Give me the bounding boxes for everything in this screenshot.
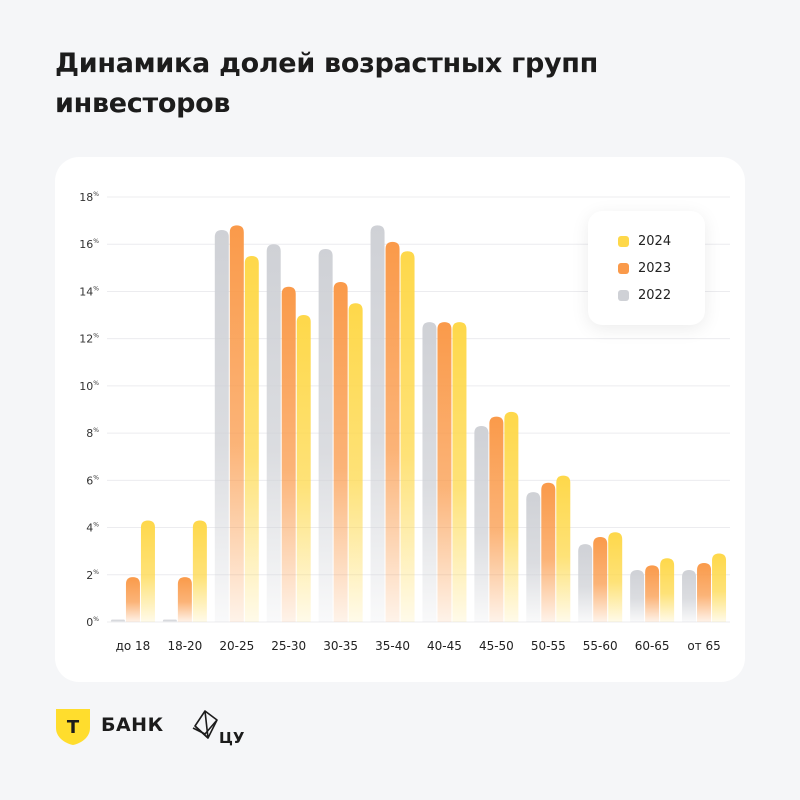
x-tick-label: 30-35 [323,639,358,653]
legend-swatch-2022 [618,289,629,301]
bar-2022-45-50 [474,426,489,622]
bar-2024-45-50 [504,411,519,622]
y-tick-label: 2% [86,569,99,582]
bar-2024-25-30 [296,315,311,622]
y-tick-label: 10% [79,380,99,393]
page-title: Динамика долей возрастных групп инвестор… [55,48,598,119]
bar-2022-40-45 [422,322,437,622]
y-tick-label: 4% [86,522,99,535]
bar-2024-20-25 [244,256,259,622]
tbank-label: БАНК [101,714,164,736]
y-tick-label: 16% [79,238,99,251]
x-tick-label: 35-40 [375,639,410,653]
bar-2023-25-30 [281,286,296,622]
x-tick-label: 20-25 [219,639,254,653]
x-tick-label: 40-45 [427,639,462,653]
bar-2022-20-25 [214,230,229,623]
x-tick-label: до 18 [116,639,151,653]
bar-2023-50-55 [541,482,556,622]
x-tick-label: 25-30 [271,639,306,653]
bar-2023-40-45 [437,322,452,622]
bar-2023-30-35 [333,282,348,622]
bar-2023-18-20 [177,577,192,622]
bar-2022-25-30 [266,244,281,622]
tbank-mark: Т [67,717,80,738]
y-tick-label: 12% [79,333,99,346]
legend-swatch-2023 [618,262,629,274]
bar-2022-55-60 [578,544,593,622]
bar-2024-18-20 [192,520,207,622]
bar-2023-35-40 [385,241,400,622]
x-tick-label: 50-55 [531,639,566,653]
bar-2023-45-50 [489,416,504,622]
chart-legend: 2024 2023 2022 [588,211,705,325]
bar-2023-60-65 [645,565,660,622]
y-tick-label: 8% [86,427,99,440]
legend-item-2024: 2024 [618,232,671,250]
bar-2023-55-60 [593,537,608,622]
x-tick-label: 18-20 [167,639,202,653]
bar-2022-18-20 [162,619,177,622]
legend-swatch-2024 [618,235,629,247]
x-tick-label: 60-65 [635,639,670,653]
bar-2023-20-25 [229,225,244,622]
bar-chart: 0% 2% 4% 6% 8% 10% 12% 14% 16% 18% до 18 18-20 20-25… [79,191,730,653]
bar-2024-30-35 [348,303,363,622]
legend-label-2023: 2023 [638,260,672,276]
x-tick-label: от 65 [687,639,720,653]
bar-2024-50-55 [556,475,571,622]
legend-label-2022: 2022 [638,287,672,303]
legend-label-2024: 2024 [638,233,672,249]
tbank-shield-logo: Т [56,709,90,745]
bar-2024-от-65 [712,553,727,622]
bar-2022-35-40 [370,225,385,622]
cu-label: ЦУ [219,729,245,747]
y-tick-label: 14% [79,285,99,298]
bar-2024-55-60 [608,532,623,622]
bar-2024-40-45 [452,322,467,622]
y-tick-label: 18% [79,191,99,204]
bar-2022-до-18 [110,619,125,622]
bar-2024-60-65 [660,558,675,622]
legend-item-2022: 2022 [618,286,671,304]
x-tick-label: 45-50 [479,639,514,653]
chart-card: 0% 2% 4% 6% 8% 10% 12% 14% 16% 18% до 18 18-20 20-25… [55,157,745,682]
bar-2023-от-65 [697,562,712,622]
legend-item-2023: 2023 [618,259,671,277]
cu-logo: ЦУ [192,710,245,747]
bar-2022-50-55 [526,492,541,622]
bar-2022-от-65 [682,570,697,622]
bar-2022-30-35 [318,248,333,622]
bar-2023-до-18 [125,577,140,622]
bar-2022-60-65 [630,570,645,622]
y-tick-label: 0% [86,616,99,629]
bar-2024-до-18 [140,520,155,622]
y-tick-label: 6% [86,474,99,487]
bar-2024-35-40 [400,251,415,623]
x-tick-label: 55-60 [583,639,618,653]
